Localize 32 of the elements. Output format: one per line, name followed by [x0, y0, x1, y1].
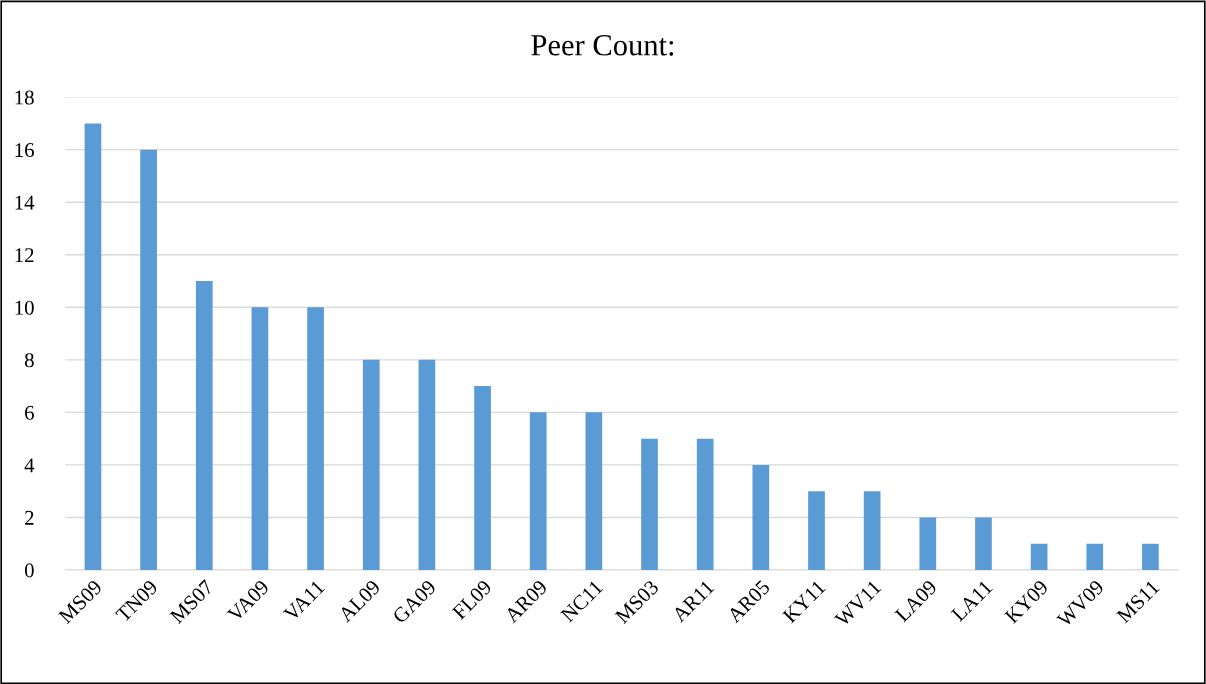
- bar: [641, 438, 658, 570]
- y-tick-label: 6: [25, 405, 34, 420]
- y-tick-label: 0: [24, 563, 34, 578]
- bar: [696, 438, 714, 570]
- x-tick-label: VA11: [282, 579, 326, 623]
- bar: [84, 123, 102, 570]
- bar: [474, 386, 491, 570]
- y-tick-label: 10: [15, 300, 34, 315]
- bar: [975, 517, 992, 570]
- y-tick-label: 14: [15, 195, 35, 210]
- chart-title: Peer Count:: [531, 34, 674, 56]
- bar: [808, 491, 825, 570]
- bar: [418, 359, 436, 570]
- bar: [1142, 543, 1159, 570]
- bar: [752, 464, 770, 570]
- bar: [585, 412, 603, 570]
- y-tick-label: 2: [25, 510, 34, 525]
- y-tick-label: 4: [24, 458, 35, 473]
- bar: [362, 359, 380, 570]
- y-tick-label: 8: [24, 353, 34, 368]
- bar: [195, 281, 213, 570]
- bar: [140, 149, 157, 570]
- bar: [1086, 543, 1104, 570]
- bar: [307, 307, 324, 570]
- bar: [919, 517, 937, 570]
- bar: [863, 491, 881, 570]
- y-tick-label: 18: [15, 90, 34, 105]
- y-tick-label: 12: [15, 248, 34, 262]
- y-tick-label: 16: [15, 143, 34, 158]
- bar: [1030, 543, 1048, 570]
- bar: [529, 412, 547, 570]
- bar: [251, 307, 269, 570]
